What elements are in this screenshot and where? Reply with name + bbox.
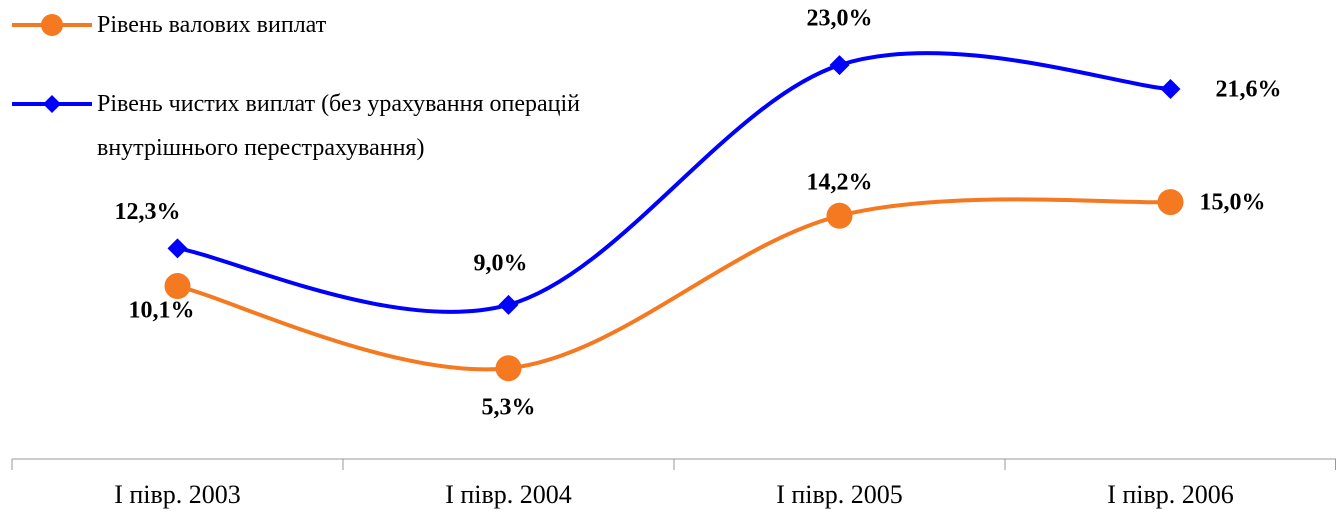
marker: [495, 355, 522, 382]
data-label: 10,1%: [129, 298, 195, 324]
data-label: 15,0%: [1200, 190, 1266, 216]
data-label: 5,3%: [482, 395, 536, 421]
line: [177, 197, 1171, 372]
marker: [1157, 189, 1184, 216]
data-label: 14,2%: [807, 169, 873, 195]
line: [177, 51, 1171, 314]
marker: [498, 294, 519, 315]
data-label: 9,0%: [474, 250, 528, 276]
legend-label: Рівень чистих виплат (без урахування опе…: [97, 91, 581, 161]
data-label: 21,6%: [1216, 77, 1282, 103]
x-tick-label: I півр. 2003: [114, 480, 241, 509]
marker: [1160, 79, 1181, 100]
x-tick-label: I півр. 2005: [776, 480, 903, 509]
x-tick-label: I півр. 2006: [1107, 480, 1234, 509]
marker: [829, 55, 850, 76]
data-label: 23,0%: [807, 6, 873, 32]
marker: [164, 273, 191, 300]
x-tick-label: I півр. 2004: [445, 480, 572, 509]
legend-marker: [43, 95, 61, 113]
marker: [167, 238, 188, 259]
marker: [826, 202, 853, 229]
legend-marker: [41, 14, 63, 36]
data-label: 12,3%: [115, 199, 181, 225]
legend-label: Рівень валових виплат: [97, 12, 327, 38]
